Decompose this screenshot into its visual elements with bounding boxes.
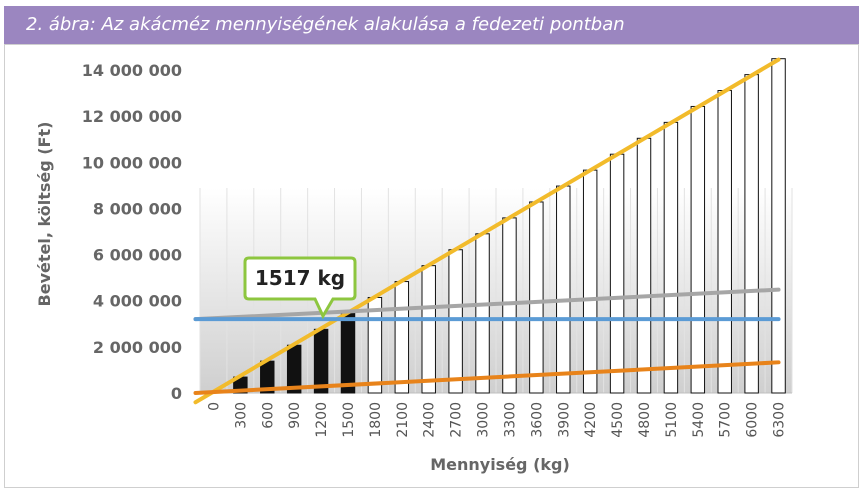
x-tick-label: 2700	[449, 402, 465, 438]
y-tick-label: 12 000 000	[82, 107, 182, 126]
callout-bubble	[243, 256, 357, 320]
y-tick-label: 10 000 000	[82, 153, 182, 172]
bar	[421, 265, 436, 394]
y-tick-label: 6 000 000	[93, 246, 182, 265]
bar	[744, 74, 759, 394]
bar	[448, 249, 463, 394]
bar	[529, 201, 544, 394]
breakeven-callout: 1517 kg	[243, 256, 357, 320]
x-tick-label: 5100	[664, 402, 680, 438]
y-axis-title: Bevétel, költség (Ft)	[35, 122, 54, 307]
y-tick-label: 4 000 000	[93, 292, 182, 311]
x-tick-label: 300	[233, 402, 249, 429]
bar	[556, 185, 571, 394]
x-tick-label: 0	[206, 402, 222, 411]
x-tick-label: 6000	[745, 402, 761, 438]
bar	[394, 281, 410, 394]
x-tick-label: 600	[260, 402, 276, 429]
bar	[609, 153, 625, 394]
x-tick-label: 2400	[422, 402, 438, 438]
y-tick-label: 2 000 000	[93, 338, 182, 357]
x-tick-label: 5400	[691, 402, 707, 438]
x-tick-label: 6300	[772, 402, 788, 438]
bar	[582, 169, 598, 394]
series-line	[193, 57, 781, 405]
x-tick-label: 4200	[583, 402, 599, 438]
x-tick-label: 1200	[314, 402, 330, 438]
x-tick-label: 1800	[368, 402, 384, 438]
bar	[475, 233, 490, 394]
figure-title: 2. ábra: Az akácméz mennyiségének alakul…	[4, 6, 859, 44]
y-tick-label: 0	[171, 384, 182, 403]
x-tick-label: 3000	[476, 402, 492, 438]
x-tick-label: 3600	[529, 402, 545, 438]
x-tick-label: 900	[287, 402, 303, 429]
x-tick-label: 1500	[341, 402, 357, 438]
bar	[313, 328, 329, 394]
x-axis-title: Mennyiség (kg)	[430, 455, 570, 474]
bar	[340, 312, 356, 394]
y-tick-label: 14 000 000	[82, 61, 182, 80]
y-tick-label: 8 000 000	[93, 199, 182, 218]
bar	[690, 105, 706, 394]
x-tick-label: 3900	[556, 402, 572, 438]
callout-label: 1517 kg	[255, 266, 345, 290]
series-line	[193, 287, 781, 322]
bar	[663, 121, 679, 394]
bar	[771, 58, 786, 394]
bar	[636, 137, 652, 394]
series-line	[193, 360, 781, 395]
x-tick-label: 2100	[395, 402, 411, 438]
x-tick-label: 5700	[718, 402, 734, 438]
x-tick-label: 4500	[610, 402, 626, 438]
x-tick-label: 3300	[502, 402, 518, 438]
bar	[717, 90, 732, 394]
x-tick-label: 4800	[637, 402, 653, 438]
